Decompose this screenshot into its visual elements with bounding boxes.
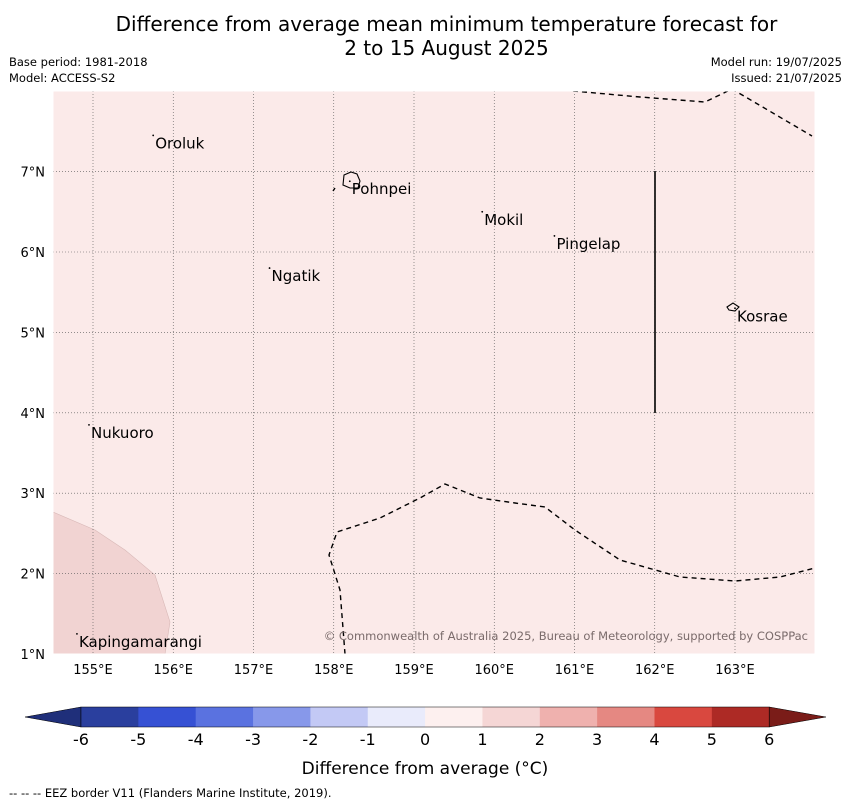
colorbar-segment bbox=[597, 707, 655, 727]
colorbar-tick-label: -1 bbox=[360, 730, 376, 749]
map-title: Difference from average mean minimum tem… bbox=[0, 12, 850, 60]
colorbar-label: Difference from average (°C) bbox=[302, 759, 549, 779]
shaded-region bbox=[53, 511, 171, 654]
colorbar-tick-label: 4 bbox=[649, 730, 659, 749]
place-marker bbox=[481, 210, 484, 213]
colorbar-tick-label: 1 bbox=[477, 730, 487, 749]
colorbar-tick-label: 0 bbox=[420, 730, 430, 749]
colorbar-segment bbox=[482, 707, 541, 727]
place-marker bbox=[88, 423, 90, 426]
colorbar-tick-label: 5 bbox=[707, 730, 717, 749]
map-background bbox=[53, 91, 815, 654]
colorbar-under-arrow bbox=[24, 706, 82, 728]
eez-border-north bbox=[572, 91, 813, 137]
copyright-text: © Commonwealth of Australia 2025, Bureau… bbox=[324, 629, 808, 643]
colorbar-segment bbox=[310, 707, 369, 727]
lon-tick-label: 163°E bbox=[715, 663, 755, 678]
model-run-text: Model run: 19/07/2025 bbox=[710, 55, 842, 69]
place-label: Kosrae bbox=[737, 307, 788, 325]
colorbar-tick-label: -6 bbox=[73, 730, 89, 749]
colorbar-over-arrow bbox=[768, 706, 827, 728]
eez-border-south bbox=[328, 483, 815, 654]
lon-tick-label: 155°E bbox=[73, 663, 113, 678]
colorbar-segment bbox=[81, 707, 139, 727]
lon-tick-label: 159°E bbox=[394, 663, 434, 678]
place-label: Oroluk bbox=[155, 134, 204, 152]
colorbar-segment bbox=[253, 707, 311, 727]
model-info: Base period: 1981-2018 Model: ACCESS-S2 bbox=[9, 54, 148, 86]
pohnpei-island-outline bbox=[342, 171, 361, 189]
place-marker bbox=[553, 235, 556, 237]
place-label: Mokil bbox=[484, 211, 523, 229]
colorbar bbox=[24, 706, 827, 728]
axis-ticks: 155°E 156°E 157°E 158°E 159°E 160°E 161°E 162°E… bbox=[21, 166, 755, 678]
place-marker bbox=[76, 633, 78, 635]
colorbar-tick-label: -5 bbox=[130, 730, 146, 749]
colorbar-segment bbox=[367, 707, 426, 727]
colorbar-segment bbox=[138, 707, 197, 727]
colorbar-tick-label: 3 bbox=[592, 730, 602, 749]
colorbar-segment bbox=[539, 707, 598, 727]
place-label: Kapingamarangi bbox=[79, 633, 202, 651]
place-labels: Oroluk Pohnpei Mokil Pingelap Ngatik Kosrae Nu… bbox=[76, 134, 788, 651]
colorbar-outline bbox=[80, 706, 770, 728]
lon-tick-label: 157°E bbox=[234, 663, 274, 678]
place-label: Ngatik bbox=[272, 267, 321, 285]
lat-tick-label: 1°N bbox=[21, 648, 46, 663]
lon-tick-label: 160°E bbox=[474, 663, 514, 678]
place-marker bbox=[152, 134, 155, 137]
lat-tick-label: 4°N bbox=[21, 407, 46, 422]
colorbar-tick-labels: -6 -5 -4 -3 -2 -1 0 1 2 3 4 5 6 bbox=[73, 730, 774, 749]
lat-tick-label: 3°N bbox=[21, 487, 46, 502]
place-marker bbox=[268, 267, 271, 269]
lon-tick-label: 158°E bbox=[314, 663, 354, 678]
colorbar-tick-label: -2 bbox=[302, 730, 318, 749]
lon-tick-label: 161°E bbox=[555, 663, 595, 678]
lat-tick-label: 7°N bbox=[21, 166, 46, 181]
colorbar-segment bbox=[425, 707, 483, 727]
lat-tick-label: 6°N bbox=[21, 246, 46, 261]
base-period-text: Base period: 1981-2018 bbox=[9, 55, 148, 69]
issued-text: Issued: 21/07/2025 bbox=[731, 71, 842, 85]
map-frame bbox=[52, 90, 816, 655]
run-info: Model run: 19/07/2025 Issued: 21/07/2025 bbox=[711, 54, 842, 86]
lat-tick-label: 5°N bbox=[21, 326, 46, 341]
lon-tick-label: 162°E bbox=[635, 663, 675, 678]
gridlines bbox=[53, 91, 815, 654]
kosrae-island-outline bbox=[726, 302, 740, 312]
title-line-2: 2 to 15 August 2025 bbox=[344, 36, 549, 60]
place-marker bbox=[348, 180, 351, 183]
title-line-1: Difference from average mean minimum tem… bbox=[115, 12, 778, 36]
colorbar-tick-label: 2 bbox=[535, 730, 545, 749]
colorbar-tick-label: -4 bbox=[188, 730, 204, 749]
eez-legend-note: -- -- -- EEZ border V11 (Flanders Marine… bbox=[9, 786, 332, 800]
place-label: Pohnpei bbox=[352, 180, 412, 198]
place-label: Nukuoro bbox=[91, 424, 154, 442]
colorbar-segment bbox=[195, 707, 254, 727]
colorbar-tick-label: -3 bbox=[245, 730, 261, 749]
eez-border-stub bbox=[332, 187, 336, 192]
lon-tick-label: 156°E bbox=[153, 663, 193, 678]
colorbar-tick-label: 6 bbox=[764, 730, 774, 749]
lat-tick-label: 2°N bbox=[21, 568, 46, 583]
model-text: Model: ACCESS-S2 bbox=[9, 71, 116, 85]
colorbar-segment bbox=[711, 707, 770, 727]
place-label: Pingelap bbox=[556, 235, 620, 253]
place-marker bbox=[734, 307, 736, 310]
colorbar-segment bbox=[654, 707, 713, 727]
